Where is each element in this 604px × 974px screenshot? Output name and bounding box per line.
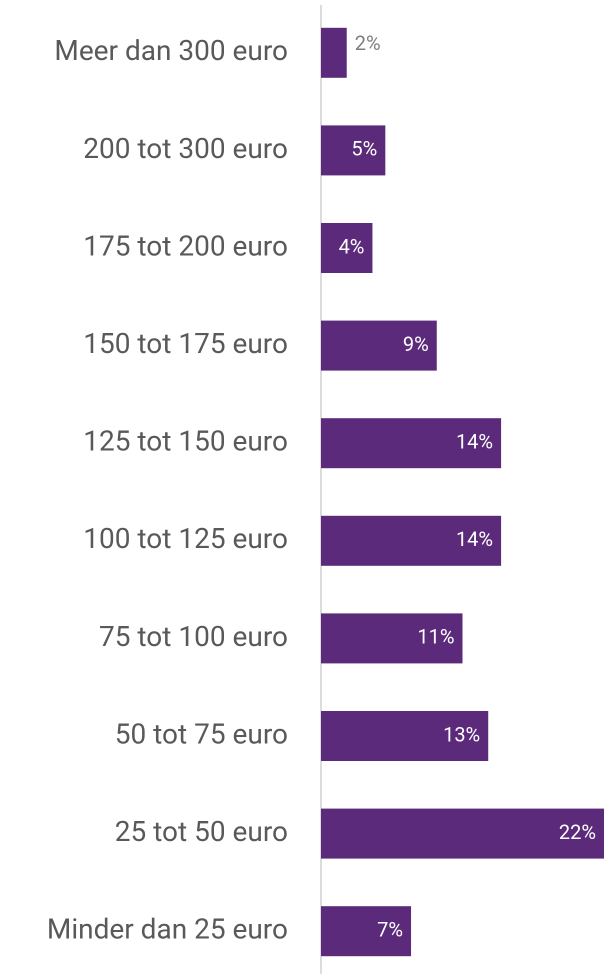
value-label: 7% [377,917,403,941]
value-label: 4% [339,234,365,258]
bar [321,711,489,761]
value-label: 13% [443,722,480,746]
category-label: 150 tot 175 euro [83,327,288,360]
category-label: 50 tot 75 euro [115,717,288,750]
bar [321,320,437,371]
bar [321,223,373,273]
bar [321,808,604,859]
value-label: 2% [355,31,381,55]
value-label: 22% [559,820,596,844]
bar [321,613,463,664]
bar [321,27,347,78]
value-label: 14% [456,429,493,453]
bar [321,515,502,566]
value-label: 5% [351,137,377,161]
category-label: 125 tot 150 euro [83,425,288,458]
bar [321,418,502,469]
category-label: 25 tot 50 euro [115,815,288,848]
category-label: Minder dan 25 euro [47,913,288,946]
category-label: 75 tot 100 euro [99,620,288,653]
bar [321,906,412,957]
value-label: 11% [417,625,454,649]
category-label: Meer dan 300 euro [54,34,288,67]
category-label: 100 tot 125 euro [83,522,288,555]
bar [321,125,386,176]
value-label: 14% [456,527,493,551]
category-label: 200 tot 300 euro [83,132,288,165]
category-label: 175 tot 200 euro [83,229,288,262]
value-label: 9% [403,332,429,356]
